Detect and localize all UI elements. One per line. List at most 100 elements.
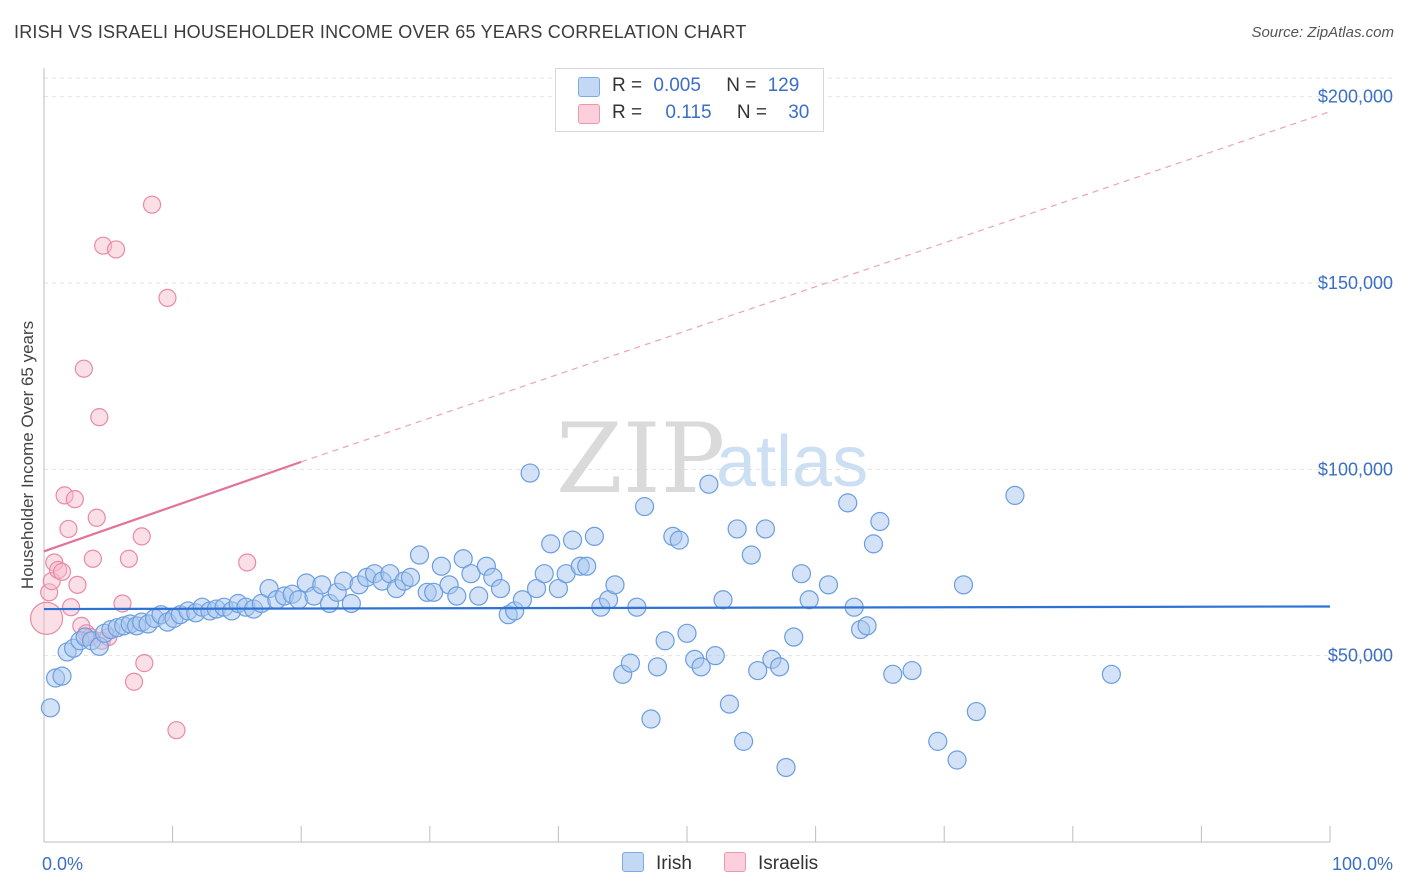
- irish-point: [431, 556, 451, 576]
- irish-point: [838, 493, 858, 513]
- irish-point: [453, 549, 473, 569]
- irish-point: [699, 474, 719, 494]
- israelis-point: [132, 527, 151, 546]
- israelis-point: [68, 575, 87, 594]
- irish-point: [584, 526, 605, 547]
- irish-point: [548, 578, 569, 599]
- israelis-point: [29, 601, 64, 635]
- watermark: ZIP atlas: [556, 403, 868, 515]
- irish-point: [620, 653, 641, 673]
- irish-point: [713, 590, 733, 610]
- israelis-point: [119, 549, 138, 568]
- israelis-point: [238, 553, 257, 572]
- irish-point: [818, 575, 839, 595]
- irish-point: [791, 564, 812, 584]
- israelis-point: [124, 672, 144, 691]
- israelis-r-value: 0.115: [665, 102, 712, 123]
- stats-legend: R = 0.005 N = 129 R = 0.115 N = 30: [555, 68, 824, 132]
- irish-point: [669, 530, 689, 550]
- irish-point: [312, 575, 332, 595]
- irish-point: [490, 578, 511, 599]
- legend-item-irish[interactable]: Irish: [622, 852, 692, 875]
- irish-point: [541, 534, 561, 554]
- irish-point: [741, 545, 761, 565]
- irish-point: [341, 593, 361, 614]
- israelis-point: [74, 359, 93, 378]
- israelis-r-label: R =: [612, 102, 643, 123]
- israelis-point: [61, 598, 81, 617]
- irish-point: [605, 575, 625, 595]
- irish-point: [562, 530, 583, 550]
- watermark-atlas: atlas: [716, 422, 868, 502]
- irish-n-value: 129: [767, 75, 800, 96]
- y-tick-label: $50,000: [1328, 646, 1393, 666]
- irish-point: [424, 582, 444, 602]
- irish-point: [520, 463, 540, 483]
- irish-point: [647, 657, 668, 677]
- israelis-n-value: 30: [788, 102, 810, 123]
- irish-trendline: [43, 605, 1331, 611]
- irish-point: [705, 646, 725, 666]
- israelis-n-label: N =: [736, 102, 767, 123]
- irish-point: [400, 567, 421, 587]
- israelis-point: [40, 583, 59, 602]
- irish-point: [1101, 664, 1121, 684]
- irish-point: [857, 616, 877, 636]
- x-tick-label-min: 0.0%: [42, 854, 83, 874]
- irish-point: [40, 698, 61, 718]
- trendlines: [43, 110, 1331, 611]
- israelis-swatch: [578, 104, 600, 124]
- israelis-point: [135, 654, 154, 673]
- israelis-point: [83, 549, 102, 568]
- irish-point: [799, 590, 819, 610]
- y-tick-labels: $50,000 $100,000 $150,000 $200,000: [1318, 87, 1393, 666]
- chart-title: IRISH VS ISRAELI HOUSEHOLDER INCOME OVER…: [14, 22, 747, 42]
- irish-point: [748, 660, 768, 681]
- irish-point: [677, 623, 697, 643]
- israelis-point: [106, 240, 126, 259]
- israelis-point: [90, 408, 109, 427]
- irish-point: [776, 757, 796, 778]
- irish-point: [755, 519, 776, 539]
- irish-r-value: 0.005: [653, 75, 701, 96]
- irish-point: [641, 709, 661, 729]
- irish-point: [784, 627, 804, 647]
- irish-point: [1005, 485, 1025, 506]
- legend-item-israelis[interactable]: Israelis: [724, 852, 818, 875]
- irish-point: [928, 731, 948, 751]
- y-tick-label: $150,000: [1318, 273, 1393, 293]
- irish-point: [883, 664, 903, 684]
- irish-point: [691, 657, 711, 677]
- israelis-point: [87, 508, 106, 527]
- source-label: Source: ZipAtlas.com: [1251, 24, 1394, 41]
- irish-point: [534, 564, 554, 584]
- irish-point: [870, 511, 890, 532]
- irish-swatch: [578, 77, 600, 97]
- irish-legend-swatch: [622, 852, 644, 872]
- irish-point: [863, 534, 884, 554]
- irish-point: [733, 731, 754, 751]
- irish-point: [461, 564, 481, 584]
- irish-points: [40, 463, 1121, 778]
- israelis-point: [59, 519, 78, 539]
- y-tick-label: $100,000: [1318, 459, 1393, 479]
- irish-point: [634, 496, 655, 517]
- irish-point: [966, 701, 986, 722]
- irish-r-label: R =: [612, 75, 643, 96]
- irish-point: [469, 586, 489, 606]
- israelis-point: [113, 594, 132, 613]
- irish-point: [953, 575, 974, 595]
- irish-point: [526, 578, 547, 599]
- israelis-point: [167, 721, 186, 740]
- irish-point: [409, 545, 430, 565]
- irish-point: [719, 694, 740, 714]
- irish-point: [52, 666, 72, 686]
- y-axis-label: Householder Income Over 65 years: [18, 320, 37, 590]
- israelis-legend-label: Israelis: [758, 853, 819, 874]
- irish-point: [902, 660, 922, 681]
- y-tick-label: $200,000: [1318, 87, 1393, 107]
- israelis-point: [55, 486, 74, 505]
- israelis-trendline-solid: [43, 460, 302, 553]
- irish-point: [447, 586, 467, 606]
- irish-point: [947, 750, 967, 770]
